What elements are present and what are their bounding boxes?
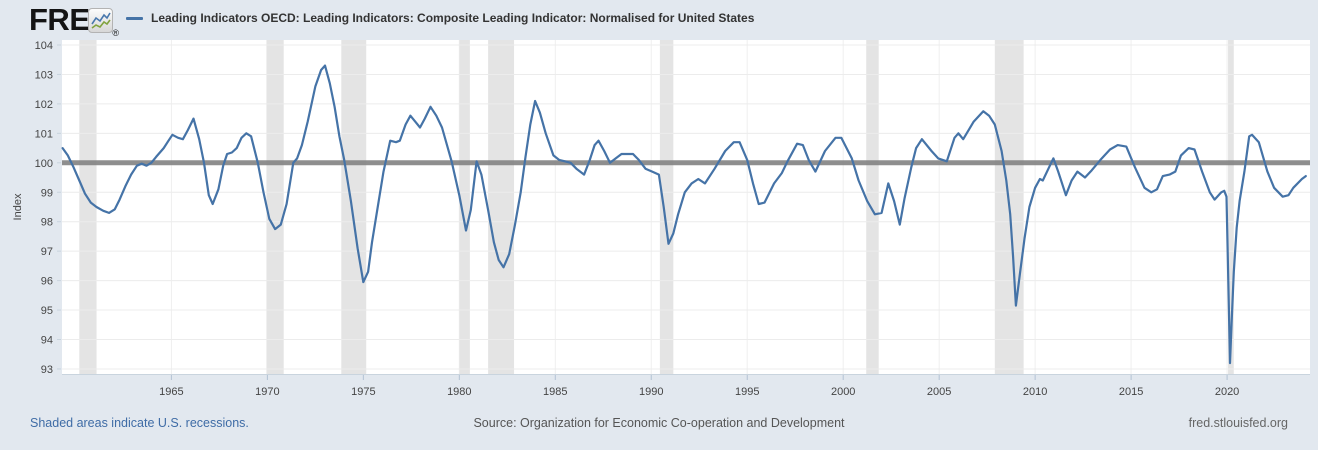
- y-tick-label: 94: [41, 335, 53, 347]
- legend-line-swatch: [126, 16, 143, 20]
- y-tick-label: 96: [41, 276, 53, 288]
- x-tick-label: 2005: [927, 386, 951, 398]
- recession-band: [79, 40, 97, 374]
- source-text: Source: Organization for Economic Co-ope…: [473, 416, 845, 430]
- x-tick-label: 1975: [351, 386, 375, 398]
- x-tick-label: 2000: [831, 386, 855, 398]
- y-tick-label: 98: [41, 217, 53, 229]
- y-tick-label: 99: [41, 187, 53, 199]
- y-tick-label: 95: [41, 305, 53, 317]
- recession-band: [1228, 40, 1234, 374]
- y-tick-label: 103: [35, 69, 53, 81]
- y-tick-label: 104: [35, 40, 53, 52]
- y-tick-label: 97: [41, 246, 53, 258]
- x-tick-label: 1965: [159, 386, 183, 398]
- x-tick-label: 1990: [639, 386, 663, 398]
- fred-site-text: fred.stlouisfed.org: [1188, 416, 1288, 430]
- x-tick-label: 1970: [255, 386, 279, 398]
- plot-area: [62, 40, 1310, 374]
- fred-logo-chart-icon: [88, 8, 113, 33]
- legend: Leading Indicators OECD: Leading Indicat…: [126, 11, 754, 25]
- x-tick-label: 1985: [543, 386, 567, 398]
- y-tick-label: 93: [41, 364, 53, 376]
- x-tick-label: 2015: [1119, 386, 1143, 398]
- recession-band: [341, 40, 367, 374]
- x-tick-label: 1995: [735, 386, 759, 398]
- recession-band: [866, 40, 879, 374]
- x-tick-label: 2020: [1215, 386, 1239, 398]
- y-axis-title: Index: [12, 193, 24, 220]
- x-tick-label: 1980: [447, 386, 471, 398]
- recession-band: [488, 40, 515, 374]
- recession-band: [459, 40, 470, 374]
- recessions-note-link[interactable]: Shaded areas indicate U.S. recessions.: [30, 416, 249, 430]
- data-line: [61, 64, 1307, 365]
- registered-trademark-icon: ®: [112, 28, 119, 38]
- recession-band: [266, 40, 284, 374]
- y-tick-label: 100: [35, 158, 53, 170]
- x-tick-label: 2010: [1023, 386, 1047, 398]
- recession-band: [659, 40, 674, 374]
- y-tick-label: 101: [35, 128, 53, 140]
- legend-series-label: Leading Indicators OECD: Leading Indicat…: [151, 11, 755, 25]
- y-tick-label: 102: [35, 99, 53, 111]
